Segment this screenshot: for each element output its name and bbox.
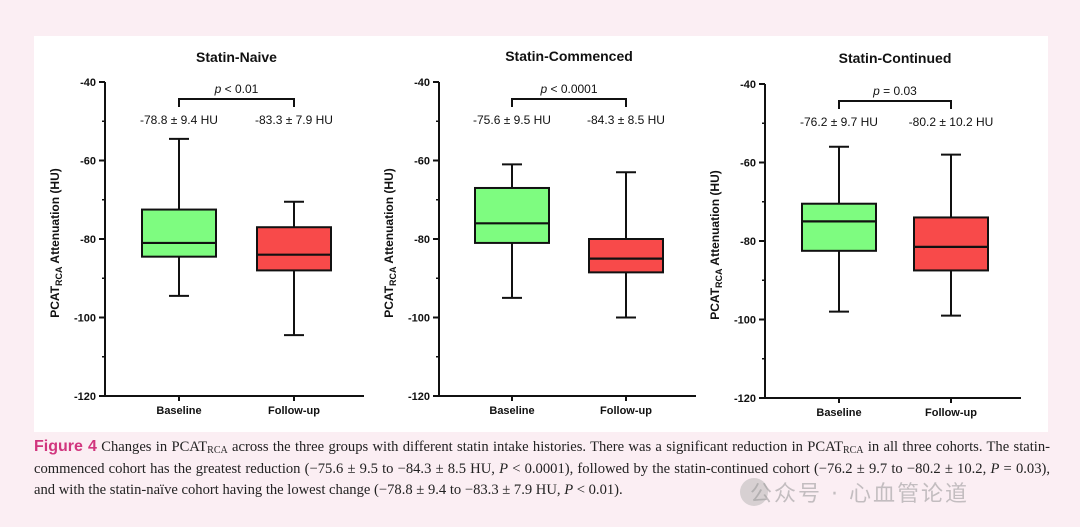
chart2-ytick-label-3: -100 xyxy=(408,313,430,325)
chart1-pvalue-text: < 0.01 xyxy=(221,82,258,96)
chart1-ylabel-main: PCAT xyxy=(48,285,62,317)
chart3-ytick-label-1: -60 xyxy=(740,158,756,170)
chart3-ytick-label-3: -100 xyxy=(734,315,756,327)
chart2-xtick-label-2: Follow-up xyxy=(600,405,652,417)
chart3-stat-label-2: -80.2 ± 10.2 HU xyxy=(909,115,994,129)
chart2-ytick-label-4: -120 xyxy=(408,391,430,403)
caption-text-5: = 0.03), and with the statin-naïve cohor… xyxy=(34,460,1051,499)
chart1-ytick-label-0: -40 xyxy=(80,77,96,89)
chart1-xtick-label-2: Follow-up xyxy=(268,405,320,417)
chart3-pvalue-text: = 0.03 xyxy=(880,84,917,98)
chart2-ylabel: PCATRCA Attenuation (HU) xyxy=(382,168,398,317)
chart3-significance-bracket xyxy=(838,100,952,109)
chart2-ylabel-main: PCAT xyxy=(382,285,396,317)
chart1-ytick-label-1: -60 xyxy=(80,156,96,168)
caption-p-2: P xyxy=(990,460,1000,477)
chart1-stat-label-1: -78.8 ± 9.4 HU xyxy=(140,113,218,127)
chart1-significance-bracket xyxy=(178,98,295,107)
chart1-ylabel-sub: RCA xyxy=(54,266,64,286)
caption-p-1: P xyxy=(499,460,509,477)
chart2-ytick-label-0: -40 xyxy=(414,77,430,89)
chart2-significance-bracket xyxy=(511,98,627,107)
watermark: 公众号 · 心血管论道 xyxy=(750,482,969,507)
chart2-ytick-label-1: -60 xyxy=(414,156,430,168)
caption-text-2: across the three groups with different s… xyxy=(227,439,843,455)
chart1-pvalue: p < 0.01 xyxy=(214,82,259,96)
caption-sub-1: RCA xyxy=(207,445,228,456)
caption-text-3: in all three cohorts. The statin-commenc… xyxy=(34,439,1051,477)
chart1-box-2-iqr xyxy=(256,226,332,272)
chart1-ytick-label-4: -120 xyxy=(74,391,96,403)
figure-caption: Figure 4 Changes in PCATRCA across the t… xyxy=(34,436,1050,502)
chart3-title: Statin-Continued xyxy=(839,50,952,66)
chart1-stat-label-2: -83.3 ± 7.9 HU xyxy=(255,113,333,127)
chart3-xtick-label-1: Baseline xyxy=(816,407,861,419)
chart2-box-2-iqr xyxy=(588,238,664,274)
chart3-ylabel-sub: RCA xyxy=(714,268,724,288)
chart1-ytick-label-2: -80 xyxy=(80,234,96,246)
chart2-pvalue-symbol: p xyxy=(539,82,547,96)
chart2-stat-label-1: -75.6 ± 9.5 HU xyxy=(473,113,551,127)
chart3-pvalue: p = 0.03 xyxy=(872,84,917,98)
figure-label: Figure 4 xyxy=(34,438,97,455)
caption-text-6: < 0.01). xyxy=(573,482,623,498)
chart2-xtick-label-1: Baseline xyxy=(489,405,534,417)
chart3-ylabel-main: PCAT xyxy=(708,287,722,319)
caption-p-3: P xyxy=(564,482,574,498)
caption-text-4: < 0.0001), followed by the statin-contin… xyxy=(508,460,991,477)
chart1-ylabel-rest: Attenuation (HU) xyxy=(48,168,62,266)
chart2-pvalue: p < 0.0001 xyxy=(539,82,597,96)
chart2-box-1-iqr xyxy=(474,186,550,244)
wechat-icon xyxy=(740,478,768,506)
caption-text-1: Changes in PCAT xyxy=(96,439,208,455)
chart1-title: Statin-Naive xyxy=(196,49,277,65)
caption-sub-2: RCA xyxy=(842,445,864,456)
chart2-title: Statin-Commenced xyxy=(505,48,633,64)
chart1-box-1-iqr xyxy=(141,208,217,258)
chart3-pvalue-symbol: p xyxy=(872,84,880,98)
plot-area: Statin-Naive -40 -60 -80 -100 -120 PCATRCA Att… xyxy=(34,36,1048,432)
chart3-ylabel: PCATRCA Attenuation (HU) xyxy=(708,170,724,319)
chart2-ylabel-rest: Attenuation (HU) xyxy=(382,168,396,266)
chart1-ytick-label-3: -100 xyxy=(74,313,96,325)
chart3-stat-label-1: -76.2 ± 9.7 HU xyxy=(800,115,878,129)
chart3-ylabel-rest: Attenuation (HU) xyxy=(708,170,722,268)
chart2-stat-label-2: -84.3 ± 8.5 HU xyxy=(587,113,665,127)
chart3-box-2-iqr xyxy=(913,216,989,272)
chart2-ylabel-sub: RCA xyxy=(388,266,398,286)
chart3-ytick-label-0: -40 xyxy=(740,79,756,91)
chart3-box-1-iqr xyxy=(801,202,877,252)
chart3-xtick-label-2: Follow-up xyxy=(925,407,977,419)
chart3-ytick-label-2: -80 xyxy=(740,236,756,248)
chart1-ylabel: PCATRCA Attenuation (HU) xyxy=(48,168,64,317)
chart3-ytick-label-4: -120 xyxy=(734,393,756,405)
chart2-pvalue-text: < 0.0001 xyxy=(547,82,598,96)
chart2-ytick-label-2: -80 xyxy=(414,234,430,246)
chart1-pvalue-symbol: p xyxy=(214,82,222,96)
chart1-xtick-label-1: Baseline xyxy=(156,405,201,417)
